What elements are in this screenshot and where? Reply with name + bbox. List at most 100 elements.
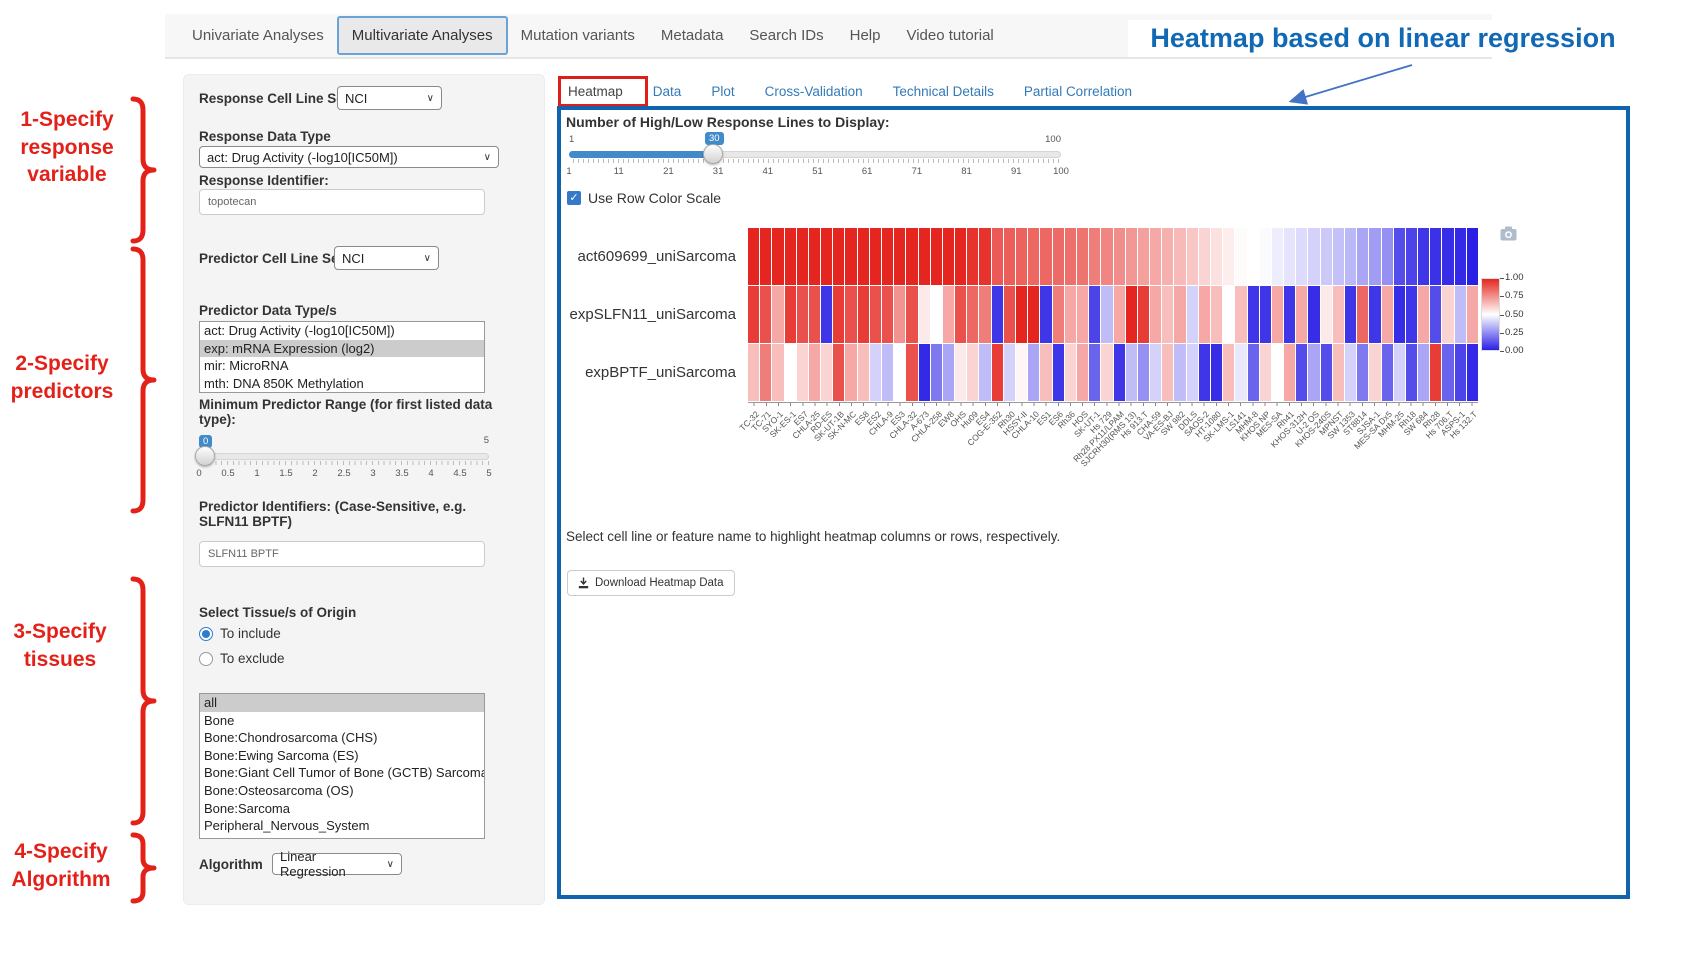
colorbar-tick-0-75: 0.75 (1505, 290, 1524, 301)
nav-tab-mutation-variants[interactable]: Mutation variants (508, 18, 648, 53)
heatmap-cell (931, 286, 942, 343)
heatmap-cell (809, 344, 820, 401)
tab-technical-details[interactable]: Technical Details (893, 84, 994, 99)
heatmap-cell (1442, 286, 1453, 343)
predictor-data-types-listbox[interactable]: act: Drug Activity (-log10[IC50M])exp: m… (199, 321, 485, 393)
tab-heatmap[interactable]: Heatmap (568, 84, 623, 99)
heatmap-cell (1248, 286, 1259, 343)
heatmap-cell (979, 228, 990, 285)
min-predictor-range-slider: 0 5 00.511.522.533.544.55 (199, 435, 489, 483)
algorithm-select[interactable]: Linear Regression∨ (272, 853, 402, 875)
list-option-bone-chondrosarcoma-chs[interactable]: Bone:Chondrosarcoma (CHS) (200, 729, 484, 747)
heatmap-cell (821, 344, 832, 401)
heatmap-row-label-expslfn11-unisarcoma[interactable]: expSLFN11_uniSarcoma (561, 286, 744, 344)
tissue-listbox[interactable]: allBoneBone:Chondrosarcoma (CHS)Bone:Ewi… (199, 693, 485, 839)
response-data-type-select[interactable]: act: Drug Activity (-log10[IC50M])∨ (199, 146, 499, 168)
list-option-bone-ewing-sarcoma-es[interactable]: Bone:Ewing Sarcoma (ES) (200, 747, 484, 765)
heatmap-cell (1126, 344, 1137, 401)
result-tabs: Heatmap Data Plot Cross-Validation Technical… (568, 84, 1132, 99)
algorithm-label: Algorithm (199, 857, 263, 872)
heatmap-cell (1162, 228, 1173, 285)
brace-icon-step2 (126, 246, 158, 514)
predictor-cell-line-set-select[interactable]: NCI∨ (334, 246, 439, 270)
heatmap-cell (1467, 228, 1478, 285)
range-tick-5: 5 (486, 468, 491, 479)
lines-tick-91: 91 (1011, 166, 1022, 177)
row-color-scale-label: Use Row Color Scale (588, 190, 721, 206)
list-option-mth-dna-850k-methylation[interactable]: mth: DNA 850K Methylation (200, 375, 484, 393)
heatmap-cell (748, 286, 759, 343)
tissue-include-radio[interactable]: To include (199, 626, 281, 641)
lines-tick-31: 31 (713, 166, 724, 177)
heatmap-cell (1211, 286, 1222, 343)
range-slider-handle[interactable] (195, 446, 215, 466)
predictor-identifiers-input[interactable] (199, 541, 485, 567)
heatmap-cell (1442, 344, 1453, 401)
list-option-act-drug-activity-log10-ic50m[interactable]: act: Drug Activity (-log10[IC50M]) (200, 322, 484, 340)
heatmap-note-heading: Heatmap based on linear regression (1128, 20, 1638, 57)
download-heatmap-data-button[interactable]: Download Heatmap Data (567, 570, 735, 596)
heatmap-row-label-act609699-unisarcoma[interactable]: act609699_uniSarcoma (561, 228, 744, 286)
tab-cross-validation[interactable]: Cross-Validation (765, 84, 863, 99)
heatmap-cell (1187, 286, 1198, 343)
range-tick-1-5: 1.5 (279, 468, 292, 479)
app-root: Univariate AnalysesMultivariate Analyses… (0, 0, 1700, 956)
heatmap-cell (1369, 286, 1380, 343)
heatmap-cell (1199, 228, 1210, 285)
tab-partial-correlation[interactable]: Partial Correlation (1024, 84, 1132, 99)
brace-icon-step3 (126, 576, 158, 826)
range-slider-track[interactable] (199, 453, 489, 460)
list-option-bone-sarcoma[interactable]: Bone:Sarcoma (200, 800, 484, 818)
lines-slider-handle[interactable] (703, 144, 723, 164)
lines-slider-value-badge: 30 (705, 132, 724, 145)
row-color-scale-checkbox[interactable]: ✓ Use Row Color Scale (567, 190, 721, 206)
heatmap-cell (1114, 344, 1125, 401)
heatmap-cell (882, 228, 893, 285)
heatmap-cell (1296, 228, 1307, 285)
colorbar-tick-0-00: 0.00 (1505, 345, 1524, 356)
tissue-exclude-radio[interactable]: To exclude (199, 651, 285, 666)
heatmap-cell (1406, 344, 1417, 401)
brace-icon-step4 (126, 832, 158, 904)
nav-tab-video-tutorial[interactable]: Video tutorial (893, 18, 1006, 53)
list-option-mir-microrna[interactable]: mir: MicroRNA (200, 357, 484, 375)
heatmap-cell (1065, 286, 1076, 343)
camera-icon[interactable] (1500, 226, 1517, 241)
heatmap-cell (1150, 344, 1161, 401)
list-option-bone-giant-cell-tumor-of-bone-gctb-sarcoma[interactable]: Bone:Giant Cell Tumor of Bone (GCTB) Sar… (200, 764, 484, 782)
nav-tab-help[interactable]: Help (837, 18, 894, 53)
list-option-bone-osteosarcoma-os[interactable]: Bone:Osteosarcoma (OS) (200, 782, 484, 800)
response-identifier-input[interactable] (199, 189, 485, 215)
tissue-origin-label: Select Tissue/s of Origin (199, 605, 356, 620)
heatmap-cell (894, 286, 905, 343)
nav-tab-multivariate-analyses[interactable]: Multivariate Analyses (337, 16, 508, 55)
heatmap-cell (1016, 344, 1027, 401)
lines-tick-41: 41 (762, 166, 773, 177)
lines-slider-label: Number of High/Low Response Lines to Dis… (566, 114, 890, 130)
colorbar-dash (1500, 351, 1504, 352)
heatmap-cell (1382, 286, 1393, 343)
list-option-exp-mrna-expression-log2[interactable]: exp: mRNA Expression (log2) (200, 340, 484, 358)
list-option-bone[interactable]: Bone (200, 712, 484, 730)
heatmap-cell (870, 344, 881, 401)
nav-tab-univariate-analyses[interactable]: Univariate Analyses (179, 18, 337, 53)
list-option-all[interactable]: all (200, 694, 484, 712)
nav-tab-search-ids[interactable]: Search IDs (736, 18, 836, 53)
list-option-peripheral-nervous-system[interactable]: Peripheral_Nervous_System (200, 817, 484, 835)
heatmap-cell (1053, 228, 1064, 285)
heatmap-cell (1211, 344, 1222, 401)
response-cell-line-set-select[interactable]: NCI∨ (337, 86, 442, 110)
heatmap-cell (1394, 228, 1405, 285)
heatmap-cell (845, 286, 856, 343)
heatmap-cell (919, 286, 930, 343)
heatmap-cell (1089, 344, 1100, 401)
tab-data[interactable]: Data (653, 84, 682, 99)
nav-tab-metadata[interactable]: Metadata (648, 18, 737, 53)
heatmap-cell (748, 228, 759, 285)
heatmap-cell (1223, 344, 1234, 401)
heatmap-row-label-expbptf-unisarcoma[interactable]: expBPTF_uniSarcoma (561, 343, 744, 401)
heatmap-cell (785, 228, 796, 285)
heatmap-cell (1089, 286, 1100, 343)
algorithm-value: Linear Regression (280, 849, 381, 879)
tab-plot[interactable]: Plot (711, 84, 734, 99)
